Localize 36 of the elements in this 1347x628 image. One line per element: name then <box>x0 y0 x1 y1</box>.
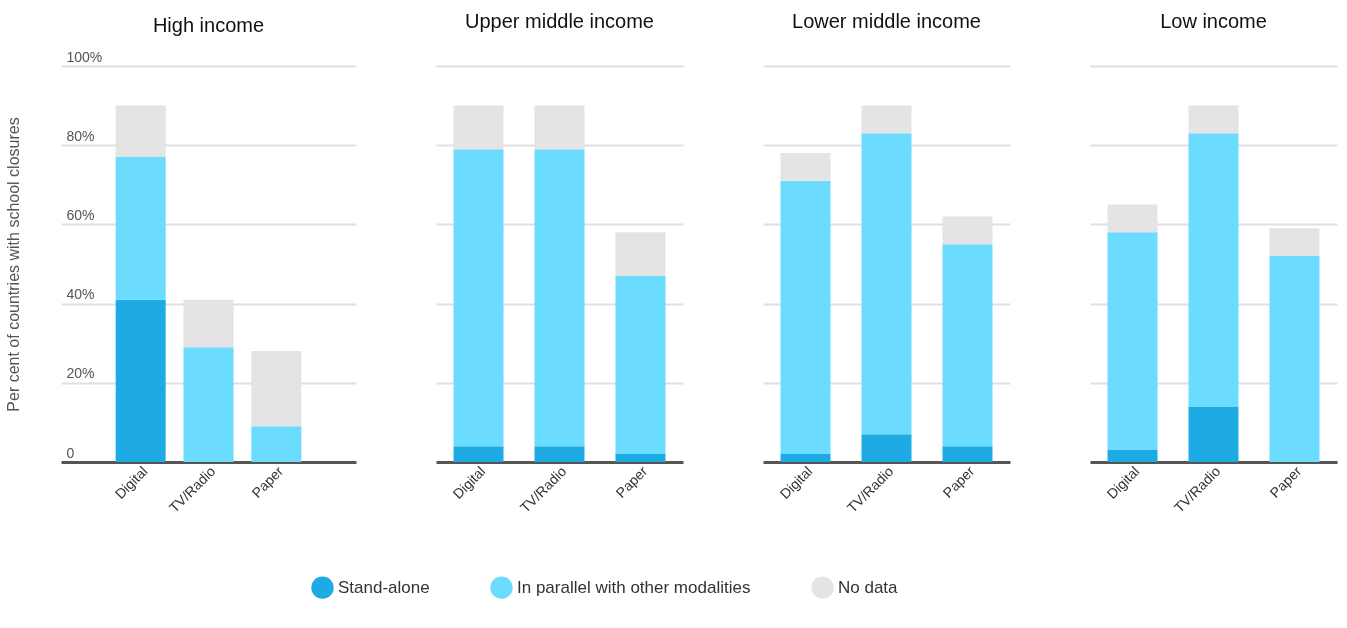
bar <box>861 434 912 462</box>
bar <box>1269 228 1320 257</box>
chart-title: Upper middle income <box>465 10 654 32</box>
legend-label: In parallel with other modalities <box>517 577 751 597</box>
legend-label: No data <box>838 577 899 597</box>
chart-title: High income <box>152 14 265 36</box>
y-tick-label: 0 <box>66 444 75 461</box>
y-tick-label: 80% <box>66 127 95 144</box>
bar <box>1107 450 1158 462</box>
bar <box>1188 105 1239 134</box>
bar <box>534 149 585 447</box>
bar <box>615 275 666 455</box>
y-tick-label: 60% <box>66 206 95 223</box>
bar <box>942 244 993 447</box>
y-tick-label: 20% <box>66 365 95 382</box>
bar <box>1188 406 1239 462</box>
chart-title: Low income <box>1160 10 1267 32</box>
y-axis-title: Per cent of countries with school closures <box>4 117 22 412</box>
bar <box>1107 232 1158 451</box>
bar <box>615 454 666 462</box>
bar <box>861 133 912 435</box>
bar <box>453 149 504 447</box>
legend-label: Stand-alone <box>338 577 430 597</box>
bar <box>1269 256 1320 462</box>
y-tick-label: 40% <box>66 286 95 303</box>
bar <box>453 446 504 462</box>
chart-title: Lower middle income <box>792 10 981 32</box>
y-tick-label: 100% <box>66 48 103 65</box>
bar <box>780 454 831 462</box>
bar <box>780 180 831 455</box>
bar <box>942 446 993 462</box>
bar <box>780 153 831 181</box>
bar <box>1188 133 1239 407</box>
bar <box>861 105 912 134</box>
bar <box>615 232 666 276</box>
bar <box>534 446 585 462</box>
